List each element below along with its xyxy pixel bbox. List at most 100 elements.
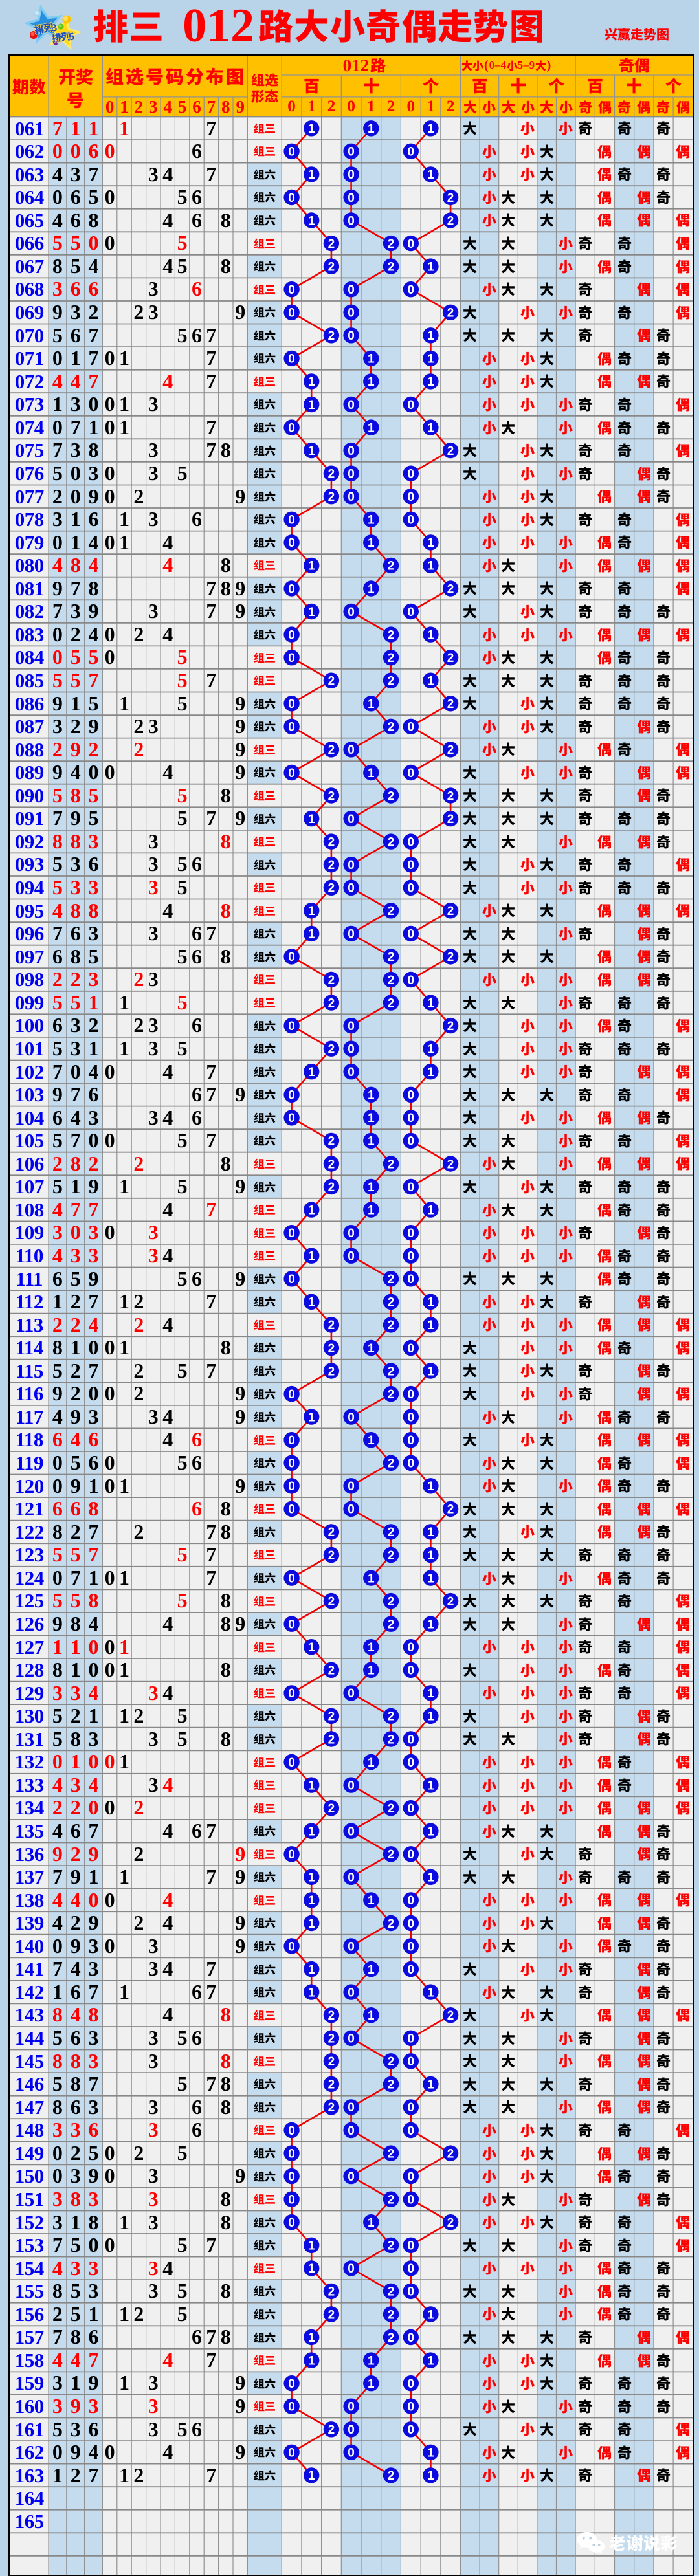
svg-text:0: 0 <box>348 445 355 458</box>
svg-text:0: 0 <box>408 2124 415 2138</box>
svg-text:1: 1 <box>308 1963 315 1977</box>
svg-text:1: 1 <box>368 122 375 136</box>
svg-text:1: 1 <box>427 536 434 550</box>
svg-text:2: 2 <box>388 260 395 274</box>
svg-text:0: 0 <box>348 859 355 872</box>
svg-text:0: 0 <box>288 307 295 320</box>
svg-text:0: 0 <box>408 1250 415 1264</box>
svg-text:1: 1 <box>427 1779 434 1792</box>
svg-text:2: 2 <box>328 974 335 987</box>
svg-text:2: 2 <box>388 1158 395 1171</box>
svg-text:2: 2 <box>388 628 395 642</box>
svg-text:1: 1 <box>368 698 375 711</box>
svg-text:1: 1 <box>427 1825 434 1839</box>
svg-text:0: 0 <box>348 1227 355 1240</box>
svg-text:0: 0 <box>348 329 355 343</box>
svg-text:2: 2 <box>388 2331 395 2345</box>
svg-text:2: 2 <box>447 307 454 320</box>
svg-text:0: 0 <box>408 1089 415 1103</box>
svg-text:0: 0 <box>408 2194 415 2207</box>
svg-text:0: 0 <box>408 928 415 941</box>
svg-text:2: 2 <box>447 2147 454 2161</box>
svg-text:2: 2 <box>328 1158 335 1171</box>
svg-text:0: 0 <box>408 2377 415 2391</box>
svg-text:1: 1 <box>368 1342 375 1356</box>
svg-text:0: 0 <box>288 514 295 527</box>
svg-text:2: 2 <box>388 1296 395 1310</box>
svg-text:1: 1 <box>308 560 315 573</box>
svg-text:2: 2 <box>328 675 335 688</box>
svg-text:2: 2 <box>328 490 335 504</box>
svg-text:0: 0 <box>348 882 355 896</box>
svg-text:2: 2 <box>328 2101 335 2115</box>
svg-text:0: 0 <box>288 283 295 297</box>
svg-text:5: 5 <box>68 31 75 43</box>
svg-text:2: 2 <box>447 789 454 803</box>
svg-text:0: 0 <box>408 1756 415 1770</box>
svg-text:1: 1 <box>308 168 315 182</box>
svg-text:0: 0 <box>408 2423 415 2437</box>
svg-text:0: 0 <box>288 192 295 205</box>
svg-text:0: 0 <box>348 1687 355 1701</box>
svg-text:1: 1 <box>308 1641 315 1655</box>
svg-text:0: 0 <box>408 1227 415 1240</box>
svg-text:0: 0 <box>288 628 295 642</box>
svg-text:1: 1 <box>308 2331 315 2345</box>
svg-text:1: 1 <box>427 675 434 688</box>
svg-text:0: 0 <box>408 490 415 504</box>
svg-text:1: 1 <box>427 1319 434 1332</box>
svg-text:0: 0 <box>348 813 355 826</box>
svg-text:0: 0 <box>348 1825 355 1839</box>
svg-text:1: 1 <box>427 1204 434 1217</box>
svg-text:2: 2 <box>328 859 335 872</box>
svg-text:1: 1 <box>427 2447 434 2460</box>
svg-text:1: 1 <box>368 375 375 389</box>
svg-text:1: 1 <box>368 1434 375 1448</box>
svg-text:1: 1 <box>308 928 315 941</box>
svg-text:1: 1 <box>427 1043 434 1057</box>
svg-text:0: 0 <box>408 283 415 297</box>
svg-text:0: 0 <box>348 399 355 412</box>
svg-text:1: 1 <box>427 1365 434 1378</box>
svg-text:1: 1 <box>427 2078 434 2092</box>
svg-text:0: 0 <box>288 1480 295 1493</box>
svg-text:0: 0 <box>348 1503 355 1517</box>
svg-text:0: 0 <box>408 146 415 159</box>
svg-text:0: 0 <box>348 743 355 757</box>
svg-text:1: 1 <box>427 260 434 274</box>
svg-text:0: 0 <box>288 1457 295 1471</box>
svg-text:1: 1 <box>427 1710 434 1724</box>
svg-text:1: 1 <box>308 1871 315 1885</box>
svg-text:1: 1 <box>368 353 375 366</box>
svg-text:0: 0 <box>348 2101 355 2115</box>
svg-text:1: 1 <box>368 514 375 527</box>
svg-text:0: 0 <box>408 2240 415 2253</box>
svg-text:2: 2 <box>388 905 395 918</box>
svg-text:0: 0 <box>348 1871 355 1885</box>
svg-text:1: 1 <box>368 1181 375 1194</box>
svg-text:0: 0 <box>348 2447 355 2460</box>
svg-text:1: 1 <box>308 606 315 619</box>
svg-text:0: 0 <box>348 1250 355 1264</box>
svg-text:1: 1 <box>427 353 434 366</box>
svg-text:0: 0 <box>288 146 295 159</box>
svg-text:0: 0 <box>408 1388 415 1402</box>
svg-text:2: 2 <box>388 1710 395 1724</box>
svg-text:0: 0 <box>288 2124 295 2138</box>
svg-text:2: 2 <box>328 2285 335 2299</box>
svg-text:0: 0 <box>408 2032 415 2046</box>
svg-text:0: 0 <box>288 951 295 964</box>
svg-text:0: 0 <box>408 2101 415 2115</box>
svg-text:0: 0 <box>348 2423 355 2437</box>
svg-text:0: 0 <box>408 1848 415 1862</box>
svg-text:1: 1 <box>427 996 434 1010</box>
svg-text:0: 0 <box>288 1227 295 1240</box>
svg-text:0: 0 <box>288 2194 295 2207</box>
svg-text:2: 2 <box>328 882 335 896</box>
svg-text:0: 0 <box>348 214 355 228</box>
svg-text:2: 2 <box>388 789 395 803</box>
svg-text:0: 0 <box>348 928 355 941</box>
svg-text:0: 0 <box>408 1894 415 1908</box>
svg-text:2: 2 <box>447 214 454 228</box>
svg-text:1: 1 <box>308 1986 315 1999</box>
